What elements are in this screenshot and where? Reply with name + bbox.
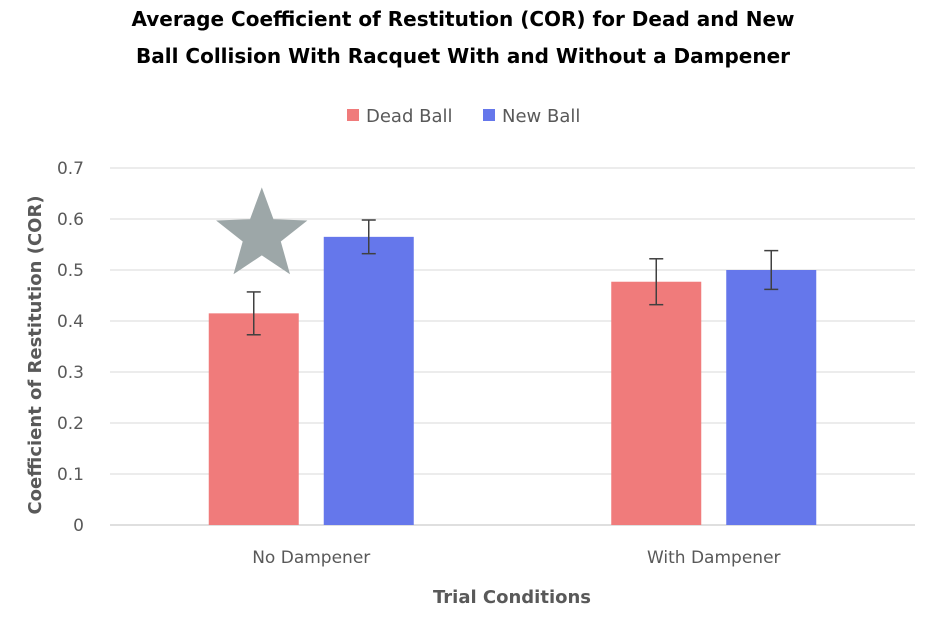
star-icon bbox=[216, 187, 308, 275]
y-axis-tick-labels: 0 0.1 0.2 0.3 0.4 0.5 0.6 0.7 bbox=[57, 159, 84, 536]
y-axis-title: Coefficient of Restitution (COR) bbox=[25, 195, 46, 514]
y-tick-label: 0.6 bbox=[57, 210, 84, 230]
x-axis-category-labels: No Dampener With Dampener bbox=[252, 548, 780, 568]
y-tick-label: 0.2 bbox=[57, 414, 84, 434]
legend-swatch-dead-ball bbox=[347, 109, 359, 121]
bar bbox=[611, 281, 702, 525]
y-tick-label: 0 bbox=[73, 516, 84, 536]
legend: Dead Ball New Ball bbox=[347, 106, 580, 127]
chart-title-line-1: Average Coefficient of Restitution (COR)… bbox=[131, 7, 794, 31]
error-bars bbox=[246, 219, 779, 336]
y-tick-label: 0.1 bbox=[57, 465, 84, 485]
bar bbox=[726, 270, 817, 525]
y-tick-label: 0.3 bbox=[57, 363, 84, 383]
bars bbox=[208, 236, 817, 525]
y-tick-label: 0.4 bbox=[57, 312, 84, 332]
y-tick-label: 0.5 bbox=[57, 261, 84, 281]
y-tick-label: 0.7 bbox=[57, 159, 84, 179]
legend-swatch-new-ball bbox=[483, 109, 495, 121]
legend-label-dead-ball: Dead Ball bbox=[366, 106, 453, 127]
bar bbox=[208, 313, 299, 525]
x-category-label: No Dampener bbox=[252, 548, 370, 568]
bar bbox=[323, 236, 414, 525]
x-category-label: With Dampener bbox=[647, 548, 781, 568]
x-axis-title: Trial Conditions bbox=[433, 587, 591, 608]
legend-label-new-ball: New Ball bbox=[502, 106, 580, 127]
chart-title-line-2: Ball Collision With Racquet With and Wit… bbox=[136, 44, 790, 68]
